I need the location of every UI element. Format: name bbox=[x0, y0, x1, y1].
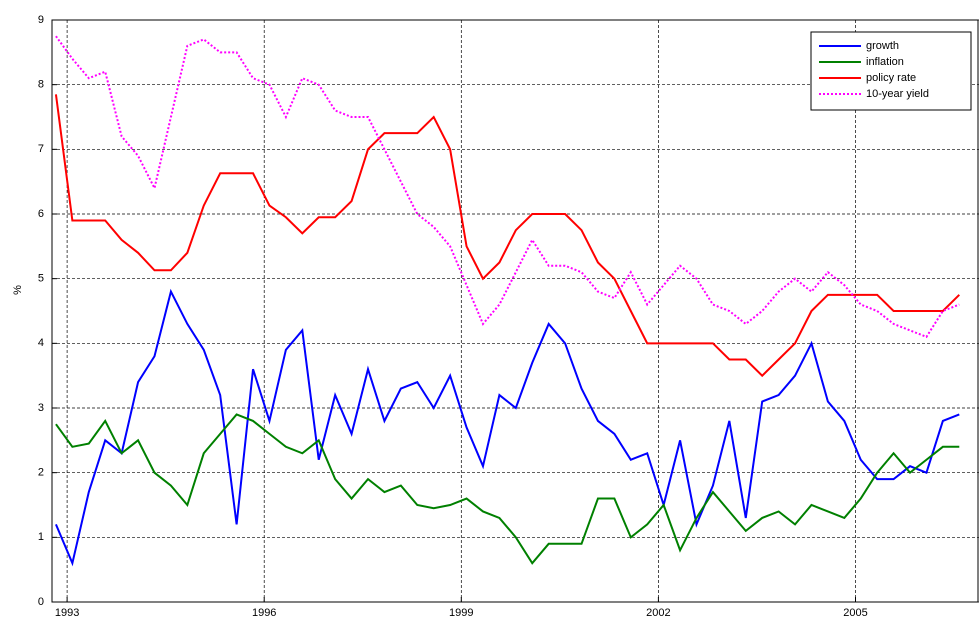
plot-frame bbox=[51, 19, 979, 603]
y-tick-label: 8 bbox=[38, 79, 44, 91]
series-line bbox=[55, 288, 960, 567]
y-tick-label: 5 bbox=[38, 273, 44, 285]
y-tick-label: 7 bbox=[38, 143, 44, 155]
x-tick-label: 1999 bbox=[449, 607, 473, 619]
y-tick-label: 9 bbox=[38, 14, 44, 26]
legend-label: policy rate bbox=[866, 72, 916, 84]
series-line bbox=[55, 413, 960, 565]
legend-label: inflation bbox=[866, 56, 904, 68]
y-tick-label: 4 bbox=[38, 337, 44, 349]
y-tick-label: 1 bbox=[38, 531, 44, 543]
legend-label: growth bbox=[866, 40, 899, 52]
y-tick-label: 3 bbox=[38, 402, 44, 414]
series-line bbox=[54, 94, 960, 378]
x-tick-label: 1996 bbox=[252, 607, 276, 619]
series-line bbox=[55, 35, 960, 339]
x-tick-label: 2002 bbox=[646, 607, 670, 619]
legend-label: 10-year yield bbox=[866, 88, 929, 100]
y-tick-label: 6 bbox=[38, 208, 44, 220]
y-axis-label: % bbox=[12, 285, 24, 295]
y-tick-label: 2 bbox=[38, 467, 44, 479]
x-tick-label: 2005 bbox=[843, 607, 867, 619]
x-tick-label: 1993 bbox=[55, 607, 79, 619]
y-tick-label: 0 bbox=[38, 596, 44, 608]
